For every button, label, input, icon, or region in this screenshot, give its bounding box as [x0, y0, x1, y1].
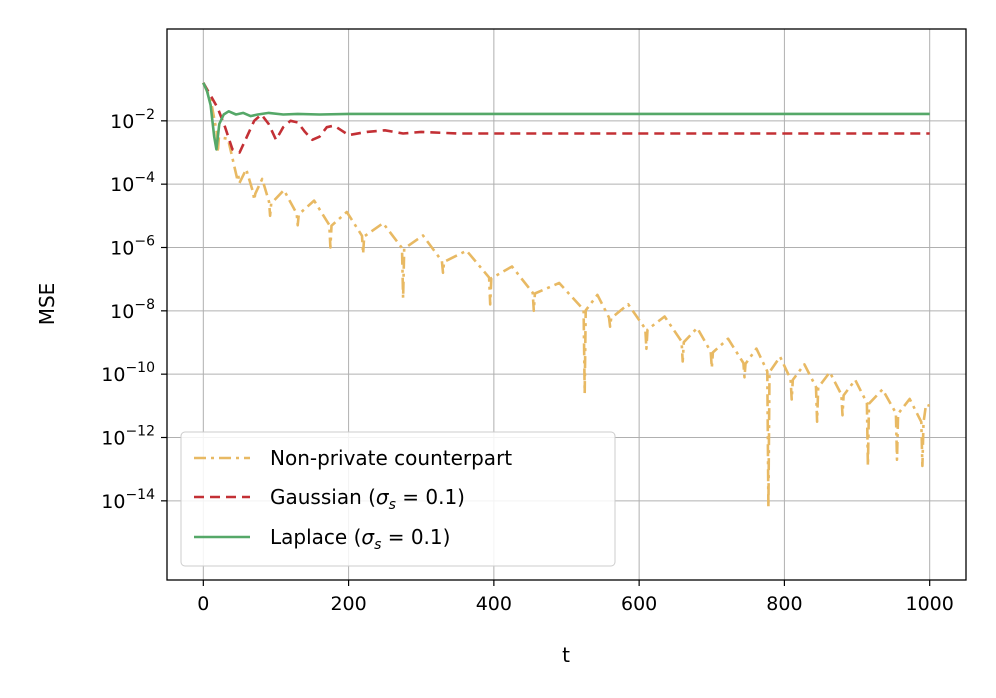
x-axis-label: t — [562, 643, 570, 667]
y-tick-label: 10−2 — [110, 107, 155, 133]
legend-box — [180, 431, 616, 567]
x-tick-label: 0 — [197, 593, 209, 615]
y-tick-label: 10−10 — [101, 360, 155, 386]
legend-laplace-pre: Laplace ( — [270, 525, 361, 549]
x-axis: 0 200 400 600 800 1000 — [197, 580, 954, 615]
y-tick-label: 10−6 — [110, 234, 155, 260]
x-tick-label: 200 — [330, 593, 366, 615]
legend-label-laplace: Laplace (σs = 0.1) — [270, 525, 450, 553]
plot-frame — [166, 28, 967, 581]
legend-gaussian-sigma: σ — [376, 485, 390, 509]
legend-label-gaussian: Gaussian (σs = 0.1) — [270, 485, 465, 513]
x-tick-label: 400 — [476, 593, 512, 615]
legend-label-nonprivate: Non-private counterpart — [270, 446, 512, 470]
series-line-laplace — [202, 82, 930, 151]
x-tick-label: 600 — [621, 593, 657, 615]
y-tick-label: 10−8 — [110, 297, 155, 323]
legend-laplace-sub: s — [374, 537, 381, 553]
legend-gaussian-pre: Gaussian ( — [270, 485, 376, 509]
y-axis: 10−2 10−4 10−6 10−8 10−10 10−12 10−14 — [101, 107, 167, 513]
legend-laplace-sigma: σ — [361, 525, 375, 549]
y-tick-label: 10−14 — [101, 487, 155, 513]
grid — [167, 29, 966, 580]
x-tick-label: 800 — [766, 593, 802, 615]
legend: Non-private counterpart Gaussian (σs = 0… — [180, 431, 616, 567]
legend-laplace-post: = 0.1) — [381, 525, 450, 549]
x-tick-label: 1000 — [906, 593, 954, 615]
series-line-gaussian — [202, 82, 930, 154]
series-line-nonprivate — [202, 82, 931, 509]
y-axis-label: MSE — [35, 283, 59, 326]
legend-gaussian-post: = 0.1) — [396, 485, 465, 509]
y-tick-label: 10−4 — [110, 170, 155, 196]
y-tick-label: 10−12 — [101, 424, 155, 450]
legend-gaussian-sub: s — [389, 497, 396, 513]
